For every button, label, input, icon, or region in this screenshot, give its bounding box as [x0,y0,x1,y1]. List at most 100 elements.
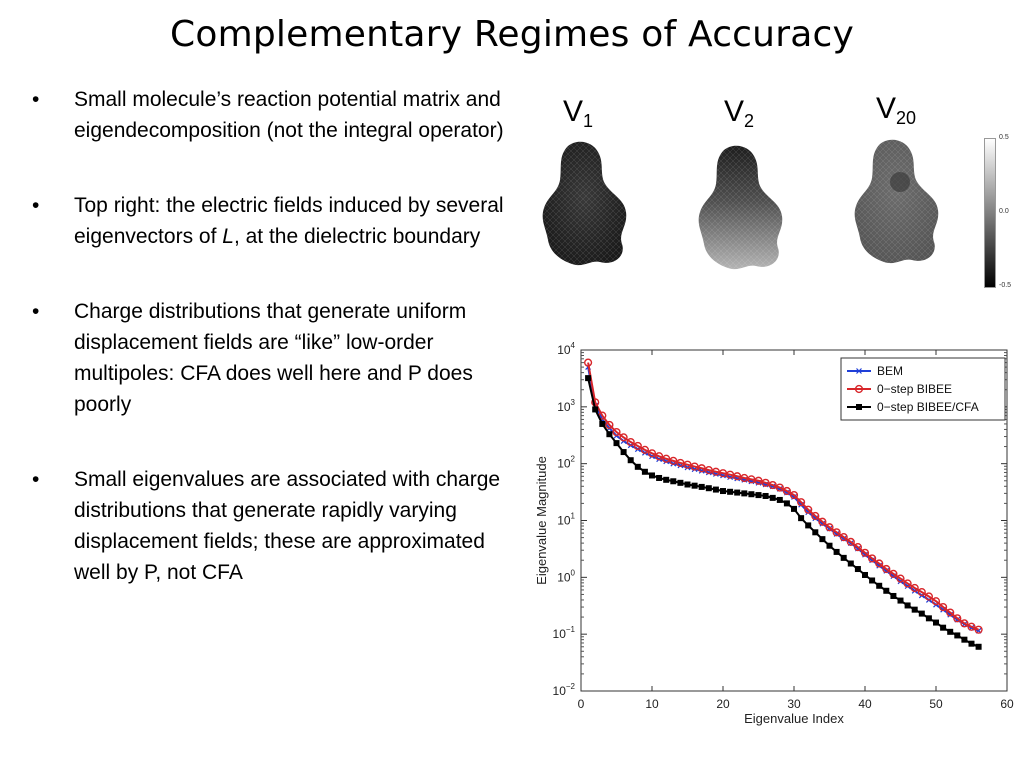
data-point [797,498,806,507]
data-point [967,622,976,631]
data-point [875,559,884,568]
data-point [947,628,954,635]
data-point [896,574,905,583]
data-point [968,640,975,647]
data-point [876,582,883,589]
y-tick-label: 10−2 [553,682,576,698]
data-point [768,480,777,490]
data-point [826,542,833,549]
data-point [889,569,898,578]
data-point [818,517,827,526]
legend-marker [854,384,864,394]
bullet-text: Charge distributions that generate unifo… [74,300,473,416]
data-point [897,597,904,604]
bullet-text: Small molecule’s reaction potential matr… [74,88,504,142]
data-point [649,472,655,479]
data-point [775,483,784,492]
y-axis-label: Eigenvalue Magnitude [534,456,549,585]
data-point [825,523,834,532]
eigenvalue-chart: 0 10 20 30 40 50 60 10−2 10−1 100 101 102 103 104 Eige… [534,341,1014,726]
bullet-item: • Charge distributions that generate uni… [32,296,522,420]
legend-label: 0−step BIBEE/CFA [877,400,979,414]
data-point [769,494,776,501]
data-point [697,464,706,473]
data-point [839,533,848,542]
data-point [840,554,847,561]
data-point [846,537,855,547]
bullet-item: • Top right: the electric fields induced… [32,190,522,252]
data-point [783,500,790,507]
data-point [670,478,677,485]
data-point [634,463,641,470]
data-point [620,449,627,456]
data-point [761,478,770,487]
data-point [819,536,826,543]
data-point [662,454,671,463]
data-point [883,587,890,594]
data-point [939,602,948,612]
data-point [903,579,912,588]
data-point [663,476,670,483]
x-tick-label: 20 [716,697,730,711]
data-point [599,420,606,427]
bullet-text-emphasis: L [222,225,234,248]
data-point [698,483,705,490]
data-point [805,522,812,529]
data-point [931,597,941,606]
field-image-v1 [542,141,627,266]
data-point [847,560,854,567]
bullet-marker: • [32,88,40,111]
data-point [833,548,840,555]
bullet-item: • Small eigenvalues are associated with … [32,464,522,588]
data-point [705,485,712,492]
data-point [925,615,932,622]
data-point [613,440,620,447]
y-tick-label: 101 [557,512,575,528]
data-point [862,571,868,578]
colorbar-tick: 0.0 [999,208,1009,215]
bullet-text: Small eigenvalues are associated with ch… [74,468,501,584]
y-tick-label: 104 [557,341,575,357]
data-point [854,566,861,573]
data-point [585,375,592,382]
data-point [640,445,650,454]
data-point [647,449,657,458]
x-axis-label: Eigenvalue Index [744,711,844,726]
y-tick-label: 100 [557,568,575,584]
colorbar [984,138,996,288]
data-point [712,486,719,493]
y-tick-label: 102 [557,455,575,471]
bullet-list: • Small molecule’s reaction potential ma… [32,84,522,632]
data-point [946,608,955,617]
field-image-v20 [854,139,939,264]
x-tick-label: 0 [578,697,585,711]
data-point [612,427,621,437]
field-images [542,139,939,270]
data-point [633,441,642,451]
data-point [954,632,961,639]
data-point [684,481,691,488]
field-image-v2 [698,145,783,270]
data-point [727,488,734,495]
data-point [789,490,799,500]
bullet-item: • Small molecule’s reaction potential ma… [32,84,522,146]
data-point [734,489,741,496]
x-tick-label: 40 [858,697,872,711]
data-point [868,554,877,563]
data-point [741,490,748,497]
data-point [626,437,635,447]
bullet-marker: • [32,194,40,217]
data-point [953,614,962,623]
data-point [619,433,628,442]
data-point [811,511,820,521]
data-point [860,548,870,557]
data-point [940,624,947,631]
data-point [641,468,648,475]
field-label-v1: V1 [563,95,594,131]
x-tick-label: 50 [929,697,943,711]
field-label-v2: V2 [724,95,755,131]
field-label-v20: V20 [876,92,917,128]
data-point [762,492,769,499]
data-point [677,479,684,486]
data-point [606,431,613,438]
